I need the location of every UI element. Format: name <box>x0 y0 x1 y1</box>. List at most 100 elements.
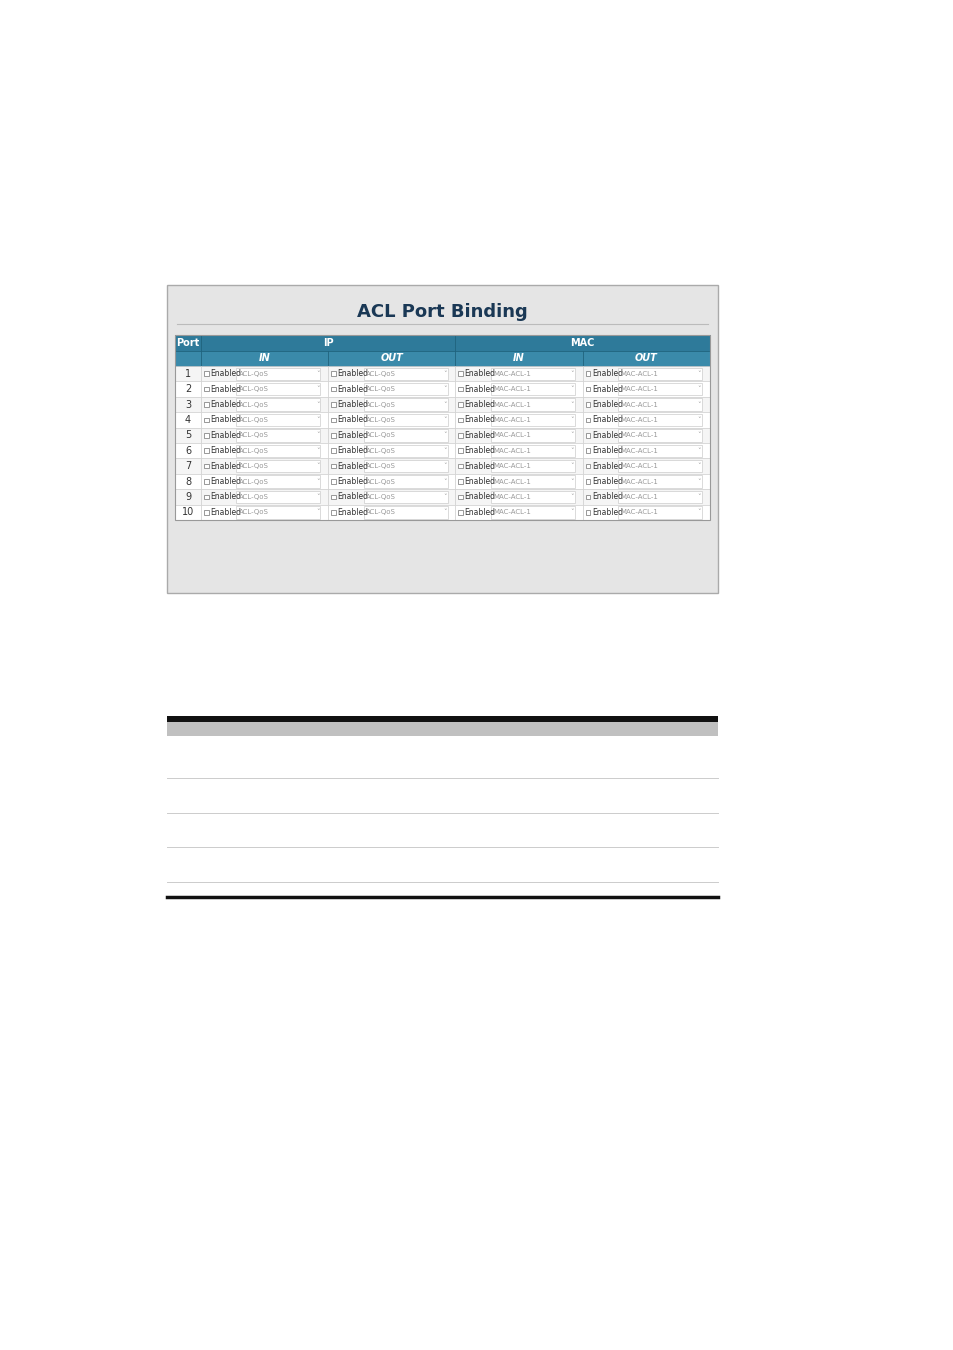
Text: ACL-QoS: ACL-QoS <box>366 509 395 516</box>
Text: ACL-QoS: ACL-QoS <box>366 463 395 470</box>
Bar <box>204 479 209 483</box>
Text: ˅: ˅ <box>443 478 446 485</box>
Text: Enabled: Enabled <box>210 462 241 471</box>
Bar <box>585 371 590 377</box>
Bar <box>582 366 709 382</box>
Bar <box>201 335 455 351</box>
Bar <box>455 459 582 474</box>
Text: ˅: ˅ <box>315 463 319 470</box>
Bar <box>585 479 590 483</box>
Bar <box>582 412 709 428</box>
Text: 8: 8 <box>185 477 191 486</box>
Bar <box>236 398 320 410</box>
Text: IN: IN <box>513 354 524 363</box>
Text: Enabled: Enabled <box>210 416 241 424</box>
Bar <box>582 428 709 443</box>
Bar <box>328 443 455 459</box>
Bar <box>458 387 462 392</box>
Text: MAC-ACL-1: MAC-ACL-1 <box>493 417 531 423</box>
Bar <box>458 417 462 423</box>
Bar <box>204 510 209 514</box>
Bar <box>201 428 328 443</box>
Bar <box>363 429 447 441</box>
Bar <box>455 489 582 505</box>
Bar <box>204 433 209 437</box>
Text: ˅: ˅ <box>315 478 319 485</box>
Bar <box>236 383 320 396</box>
Text: ACL-QoS: ACL-QoS <box>238 432 269 439</box>
Text: ˅: ˅ <box>697 432 700 439</box>
Bar <box>331 448 335 454</box>
Bar <box>618 460 701 472</box>
Bar <box>204 402 209 406</box>
Text: MAC-ACL-1: MAC-ACL-1 <box>493 494 531 499</box>
Bar <box>236 414 320 427</box>
Bar <box>491 429 575 441</box>
Text: Enabled: Enabled <box>210 431 241 440</box>
Bar <box>174 382 201 397</box>
Bar <box>236 444 320 456</box>
Bar <box>455 366 582 382</box>
Text: ˅: ˅ <box>443 371 446 377</box>
Bar <box>582 474 709 489</box>
Bar <box>582 382 709 397</box>
Text: ˅: ˅ <box>443 509 446 516</box>
Text: Enabled: Enabled <box>464 493 496 501</box>
Text: ˅: ˅ <box>315 494 319 499</box>
Bar <box>201 412 328 428</box>
Bar <box>174 505 201 520</box>
Text: ACL-QoS: ACL-QoS <box>238 371 269 377</box>
Text: MAC-ACL-1: MAC-ACL-1 <box>493 432 531 439</box>
Text: 2: 2 <box>185 385 191 394</box>
Bar <box>236 475 320 487</box>
Bar <box>167 717 717 722</box>
Text: Enabled: Enabled <box>591 385 622 394</box>
Text: ACL-QoS: ACL-QoS <box>238 463 269 470</box>
Text: ˅: ˅ <box>570 371 574 377</box>
Text: MAC-ACL-1: MAC-ACL-1 <box>619 401 658 408</box>
Bar <box>201 505 328 520</box>
Bar <box>618 383 701 396</box>
Bar <box>331 402 335 406</box>
Bar <box>331 417 335 423</box>
Bar <box>618 429 701 441</box>
Text: MAC: MAC <box>570 338 594 348</box>
Text: ACL-QoS: ACL-QoS <box>238 494 269 499</box>
Bar <box>201 351 328 366</box>
Text: ˅: ˅ <box>570 448 574 454</box>
Bar <box>363 506 447 518</box>
Text: Enabled: Enabled <box>337 493 368 501</box>
Text: Enabled: Enabled <box>464 385 496 394</box>
Text: Enabled: Enabled <box>210 447 241 455</box>
Text: ACL-QoS: ACL-QoS <box>238 401 269 408</box>
Text: Enabled: Enabled <box>337 477 368 486</box>
Bar <box>174 335 709 520</box>
Text: 6: 6 <box>185 446 191 456</box>
Text: ACL Port Binding: ACL Port Binding <box>356 304 527 321</box>
Text: 7: 7 <box>185 462 191 471</box>
Bar <box>618 491 701 504</box>
Text: MAC-ACL-1: MAC-ACL-1 <box>493 463 531 470</box>
Text: Port: Port <box>176 338 199 348</box>
Text: ACL-QoS: ACL-QoS <box>366 448 395 454</box>
Bar <box>455 335 709 351</box>
Text: ˅: ˅ <box>315 417 319 423</box>
Text: ACL-QoS: ACL-QoS <box>238 417 269 423</box>
Text: ˅: ˅ <box>697 401 700 408</box>
Bar <box>204 464 209 468</box>
Bar <box>204 387 209 392</box>
Bar <box>618 367 701 379</box>
Bar <box>328 366 455 382</box>
Text: ˅: ˅ <box>697 448 700 454</box>
Bar <box>582 489 709 505</box>
Text: ACL-QoS: ACL-QoS <box>366 417 395 423</box>
Text: ACL-QoS: ACL-QoS <box>238 448 269 454</box>
Bar <box>328 505 455 520</box>
Text: MAC-ACL-1: MAC-ACL-1 <box>619 478 658 485</box>
Text: Enabled: Enabled <box>210 370 241 378</box>
Text: ˅: ˅ <box>697 509 700 516</box>
Text: ˅: ˅ <box>697 478 700 485</box>
Bar <box>328 412 455 428</box>
Text: Enabled: Enabled <box>337 462 368 471</box>
Bar <box>328 428 455 443</box>
